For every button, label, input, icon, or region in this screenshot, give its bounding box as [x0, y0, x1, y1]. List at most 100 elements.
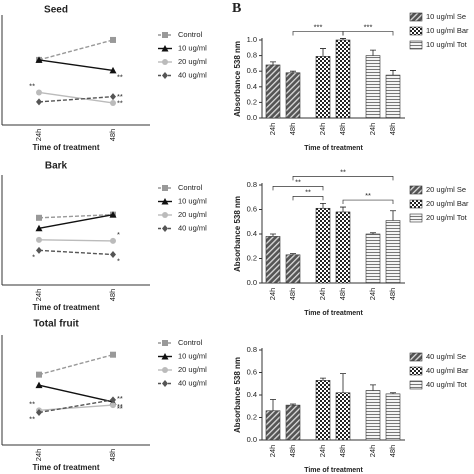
comparison-bracket: [342, 199, 394, 205]
bar: [315, 380, 331, 441]
y-tick-label: 0.6: [247, 66, 257, 75]
series-line: [38, 239, 114, 242]
significance: **: [117, 402, 123, 411]
significance: **: [117, 99, 123, 108]
legend-label: Control: [178, 30, 203, 39]
legend-swatch: [409, 40, 423, 50]
bar: [335, 211, 351, 284]
x-axis-label: Time of treatment: [33, 143, 100, 152]
error-bar: [340, 206, 346, 212]
bar: [365, 233, 381, 284]
point: [110, 99, 116, 106]
point: [110, 396, 116, 404]
point: [109, 66, 117, 74]
bar: [265, 410, 281, 441]
point: [162, 212, 168, 218]
series-line: [38, 95, 114, 103]
series-line: [38, 91, 114, 104]
series-line: [38, 399, 114, 414]
y-tick-label: 0.8: [247, 345, 257, 354]
x-tick-label: 48h: [288, 123, 297, 136]
x-tick-label: 48h: [388, 123, 397, 136]
comparison-bracket: [292, 31, 344, 36]
legend-swatch: [409, 366, 423, 376]
series-line: [38, 213, 114, 229]
chart-title: Bark: [45, 161, 68, 172]
y-tick-label: 0.0: [247, 435, 257, 444]
bar: [335, 392, 351, 441]
x-tick-label: 24h: [268, 445, 277, 458]
legend-swatch: [409, 380, 423, 390]
point: [162, 59, 168, 65]
point: [36, 371, 42, 378]
bar: [385, 393, 401, 441]
point: [110, 93, 116, 101]
bar: [365, 55, 381, 119]
legend-label: 20 ug/ml Se: [426, 185, 466, 194]
legend-label: Control: [178, 338, 203, 347]
legend-label: 20 ug/ml: [178, 57, 207, 66]
bar: [315, 207, 331, 284]
error-bar: [340, 373, 346, 393]
significance: **: [29, 414, 35, 423]
point: [162, 72, 168, 79]
x-axis-label: Time of treatment: [304, 467, 363, 474]
x-tick-label: 48h: [388, 288, 397, 301]
point: [36, 236, 42, 243]
y-tick-label: 0.0: [247, 278, 257, 287]
significance: *: [117, 230, 120, 239]
bar: [285, 72, 301, 119]
legend-label: 10 ug/ml Se: [426, 12, 466, 21]
legend-label: 20 ug/ml Tot: [426, 213, 468, 222]
error-bar: [270, 233, 276, 237]
legend-label: 40 ug/ml Se: [426, 352, 466, 361]
x-tick-label: 48h: [288, 445, 297, 458]
x-tick-label: 48h: [108, 449, 117, 462]
error-bar: [290, 403, 296, 406]
point: [110, 351, 116, 358]
comparison-bracket: [292, 176, 394, 181]
x-tick-label: 24h: [368, 288, 377, 301]
y-tick-label: 0.8: [247, 180, 257, 189]
series-line: [38, 404, 114, 412]
point: [36, 214, 42, 221]
comparison-label: ***: [364, 22, 373, 31]
point: [162, 225, 168, 232]
y-tick-label: 0.2: [247, 412, 257, 421]
error-bar: [370, 49, 376, 56]
y-axis-label: Absorbance 538 nm: [233, 41, 242, 117]
error-bar: [390, 70, 396, 76]
bar: [285, 254, 301, 284]
point: [162, 380, 168, 387]
point: [36, 89, 42, 96]
y-axis-label: Absorbance 538 nm: [233, 357, 242, 433]
point: [110, 237, 116, 244]
point: [110, 251, 116, 259]
comparison-label: **: [295, 177, 301, 186]
legend-label: 10 ug/ml: [178, 43, 207, 52]
x-tick-label: 24h: [318, 288, 327, 301]
legend-label: Control: [178, 183, 203, 192]
x-tick-label: 48h: [338, 288, 347, 301]
x-tick-label: 48h: [108, 129, 117, 142]
legend-swatch: [409, 12, 423, 22]
x-tick-label: 24h: [268, 288, 277, 301]
error-bar: [320, 202, 326, 209]
y-tick-label: 0.6: [247, 367, 257, 376]
series-line: [38, 213, 114, 219]
bar: [265, 64, 281, 119]
error-bar: [340, 38, 346, 40]
legend-swatch: [409, 352, 423, 362]
y-tick-label: 0.4: [247, 82, 257, 91]
y-axis-label: Absorbance 538 nm: [233, 196, 242, 272]
x-tick-label: 24h: [34, 449, 43, 462]
error-bar: [290, 70, 296, 73]
legend-label: 40 ug/ml: [178, 70, 207, 79]
panel-label: B: [232, 1, 241, 16]
y-tick-label: 0.2: [247, 97, 257, 106]
comparison-bracket: [292, 196, 324, 201]
x-tick-label: 24h: [368, 123, 377, 136]
error-bar: [320, 48, 326, 57]
point: [161, 45, 169, 52]
